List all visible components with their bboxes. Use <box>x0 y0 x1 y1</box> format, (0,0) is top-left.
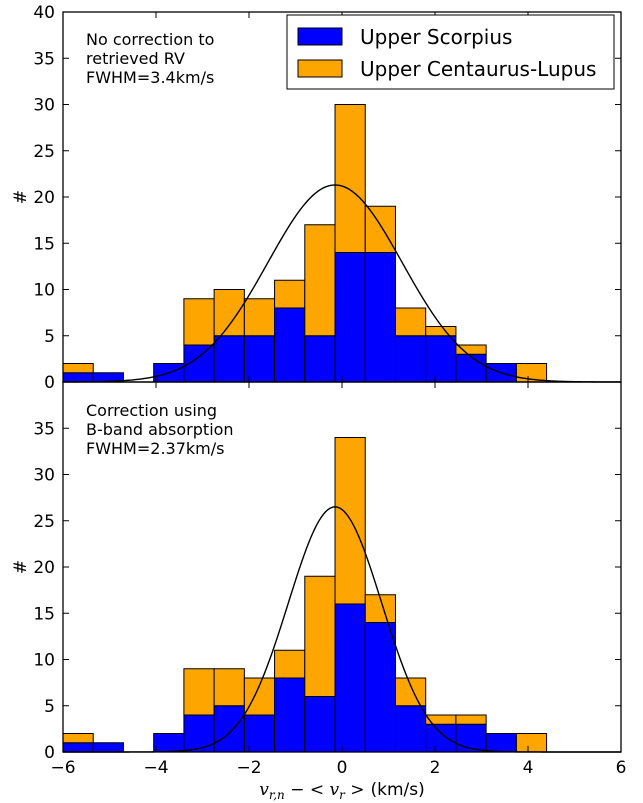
x-tick-label: −4 <box>143 758 168 778</box>
top-ticks: 0 5 10 15 20 25 30 35 40 <box>33 3 622 393</box>
bottom-bar-upper-scorpius <box>213 705 245 753</box>
bottom-bar-upper-scorpius <box>485 733 517 753</box>
top-bar-upper-scorpius <box>364 252 396 383</box>
top-bar-upper-centaurus-lupus <box>213 289 245 337</box>
top-bar-upper-centaurus-lupus <box>274 279 306 309</box>
bottom-bar-upper-centaurus-lupus <box>515 733 548 753</box>
bottom-bar-upper-scorpius <box>455 723 487 753</box>
x-axis-label-sub: r,n <box>269 788 285 802</box>
top-bar-upper-scorpius <box>62 372 94 383</box>
bottom-bar-upper-scorpius <box>425 723 457 753</box>
top-bar-upper-centaurus-lupus <box>304 224 336 337</box>
bottom-bar-upper-scorpius <box>62 742 94 753</box>
x-axis-label-end: > <box>345 780 365 800</box>
top-ytick-label: 5 <box>44 327 55 347</box>
x-axis-label-var: v <box>259 780 269 800</box>
top-bar-upper-scorpius <box>455 353 487 383</box>
top-ytick-label: 10 <box>33 281 55 301</box>
legend-swatch-upper-scorpius <box>297 27 343 46</box>
bottom-bar-upper-centaurus-lupus <box>394 677 427 707</box>
bottom-bar-upper-centaurus-lupus <box>213 668 245 707</box>
legend-swatch-upper-centaurus-lupus <box>297 59 343 78</box>
top-bar-upper-scorpius <box>213 335 245 383</box>
top-ytick-label: 35 <box>33 49 55 69</box>
bottom-ytick-label: 0 <box>44 743 55 763</box>
top-bar-upper-centaurus-lupus <box>455 344 487 355</box>
top-bar-upper-centaurus-lupus <box>183 298 215 346</box>
top-ytick-label: 15 <box>33 234 55 254</box>
top-bar-upper-scorpius <box>243 335 276 383</box>
bottom-ytick-label: 30 <box>33 466 55 486</box>
top-bar-upper-centaurus-lupus <box>243 298 276 337</box>
top-bar-upper-scorpius <box>394 335 427 383</box>
top-annotation-line-1: No correction to <box>86 30 214 49</box>
x-tick-label: 4 <box>523 758 534 778</box>
bottom-ytick-label: 20 <box>33 558 55 578</box>
x-axis-label-units: (km/s) <box>371 780 425 800</box>
bottom-annotation-line-1: Correction using <box>86 401 217 420</box>
legend-label-upper-centaurus-lupus: Upper Centaurus-Lupus <box>360 57 596 81</box>
x-tick-label: 0 <box>337 758 348 778</box>
bottom-annotation: Correction using B-band absorption FWHM=… <box>86 401 234 458</box>
top-bars <box>62 104 548 383</box>
bottom-ytick-label: 10 <box>33 651 55 671</box>
bottom-ytick-label: 35 <box>33 419 55 439</box>
bottom-bar-upper-scorpius <box>92 742 124 753</box>
bottom-bar-upper-scorpius <box>304 696 336 753</box>
top-ytick-label: 40 <box>33 3 55 23</box>
x-tick-label: −2 <box>236 758 261 778</box>
top-bar-upper-centaurus-lupus <box>425 326 457 337</box>
x-axis-label: vr,n − < vr > (km/s) <box>259 780 425 802</box>
bottom-ytick-label: 25 <box>33 512 55 532</box>
bottom-bar-upper-scorpius <box>183 714 215 753</box>
top-bar-upper-centaurus-lupus <box>62 363 94 374</box>
bottom-bar-upper-centaurus-lupus <box>304 575 336 697</box>
bottom-bar-upper-centaurus-lupus <box>62 733 94 744</box>
top-panel: 0 5 10 15 20 25 30 35 40 # No correction to retr… <box>11 3 622 393</box>
bottom-bar-upper-centaurus-lupus <box>274 649 306 679</box>
x-tick-label: 2 <box>430 758 441 778</box>
top-annotation-line-3: FWHM=3.4km/s <box>86 68 214 87</box>
x-tick-labels: −6 −4 −2 0 2 4 6 <box>50 758 626 778</box>
top-y-axis-label: # <box>11 190 31 204</box>
x-tick-label: −6 <box>50 758 75 778</box>
top-annotation: No correction to retrieved RV FWHM=3.4km… <box>86 30 214 87</box>
bottom-bar-upper-scorpius <box>364 622 396 753</box>
bottom-bar-upper-centaurus-lupus <box>183 668 215 716</box>
top-bar-upper-scorpius <box>304 335 336 383</box>
top-bar-upper-centaurus-lupus <box>334 104 366 253</box>
bottom-ticks: 0 5 10 15 20 25 30 35 <box>33 382 622 763</box>
top-bar-upper-centaurus-lupus <box>394 307 427 337</box>
top-bar-upper-centaurus-lupus <box>364 205 396 253</box>
bottom-bar-upper-scorpius <box>394 705 427 753</box>
top-annotation-line-2: retrieved RV <box>86 49 185 68</box>
legend: Upper Scorpius Upper Centaurus-Lupus <box>286 14 615 90</box>
bottom-bar-upper-scorpius <box>153 733 185 753</box>
top-bar-upper-scorpius <box>274 307 306 383</box>
bottom-y-axis-label: # <box>11 560 31 574</box>
top-bar-upper-scorpius <box>425 335 457 383</box>
top-ytick-label: 30 <box>33 96 55 116</box>
top-ytick-label: 20 <box>33 188 55 208</box>
x-tick-label: 6 <box>616 758 627 778</box>
top-ytick-label: 25 <box>33 142 55 162</box>
bottom-ytick-label: 15 <box>33 604 55 624</box>
bottom-bar-upper-scorpius <box>334 603 366 753</box>
bottom-bar-upper-centaurus-lupus <box>243 677 276 716</box>
bottom-bar-upper-centaurus-lupus <box>425 714 457 725</box>
legend-label-upper-scorpius: Upper Scorpius <box>360 25 512 49</box>
bottom-ytick-label: 5 <box>44 697 55 717</box>
bottom-annotation-line-3: FWHM=2.37km/s <box>86 439 224 458</box>
x-axis-label-sub2: r <box>339 788 346 802</box>
top-ytick-label: 0 <box>44 373 55 393</box>
bottom-bar-upper-centaurus-lupus <box>334 437 366 605</box>
bottom-bar-upper-centaurus-lupus <box>455 714 487 725</box>
top-bar-upper-scorpius <box>334 252 366 383</box>
bottom-annotation-line-2: B-band absorption <box>86 420 234 439</box>
bottom-bar-upper-scorpius <box>274 677 306 753</box>
bottom-bars <box>62 437 548 753</box>
x-axis-label-mid: − < v <box>285 780 340 800</box>
